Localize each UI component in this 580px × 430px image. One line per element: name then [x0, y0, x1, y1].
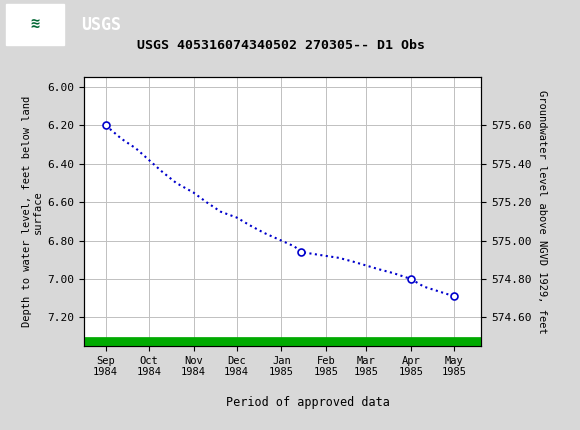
Text: ≋: ≋	[30, 16, 39, 31]
Y-axis label: Groundwater level above NGVD 1929, feet: Groundwater level above NGVD 1929, feet	[537, 90, 547, 334]
Text: USGS: USGS	[81, 16, 121, 34]
Y-axis label: Depth to water level, feet below land
surface: Depth to water level, feet below land su…	[21, 96, 44, 327]
Text: Period of approved data: Period of approved data	[226, 396, 390, 408]
Text: USGS 405316074340502 270305-- D1 Obs: USGS 405316074340502 270305-- D1 Obs	[137, 39, 425, 52]
Bar	[6, 4, 64, 46]
